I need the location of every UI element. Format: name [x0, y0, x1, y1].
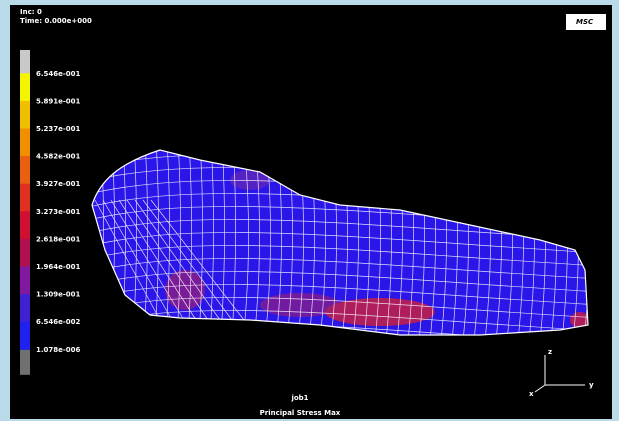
result-name: Principal Stress Max — [260, 409, 341, 417]
increment: Inc: 0 — [20, 8, 42, 16]
mesh-line — [126, 199, 209, 321]
legend-end — [20, 349, 30, 375]
legend-label: 6.546e-002 — [36, 318, 81, 326]
legend-label: 1.078e-006 — [36, 346, 81, 354]
mesh-line — [142, 199, 233, 321]
stress-patch — [165, 270, 205, 310]
stress-patch — [230, 170, 270, 190]
mesh-line — [110, 199, 185, 321]
legend-label: 6.546e-001 — [36, 70, 81, 78]
legend-label: 1.309e-001 — [36, 291, 81, 299]
legend: 6.546e-001 5.891e-001 5.237e-001 4.582e-001… — [20, 50, 81, 375]
legend-label: 3.927e-001 — [36, 180, 81, 188]
legend-band — [20, 321, 30, 350]
mesh-line — [92, 271, 588, 293]
time: Time: 0.000e+000 — [20, 17, 92, 25]
mesh-line — [92, 245, 588, 267]
legend-label: 5.891e-001 — [36, 97, 81, 105]
mesh-line — [134, 199, 221, 321]
legend-band — [20, 294, 30, 323]
legend-band — [20, 183, 30, 212]
legend-band — [20, 73, 30, 102]
logo[interactable]: MSC — [576, 18, 594, 26]
mesh-line — [94, 199, 161, 321]
stress-patch — [325, 298, 435, 326]
legend-label: 2.618e-001 — [36, 235, 81, 243]
mesh-line — [102, 199, 173, 321]
mesh-line — [92, 232, 588, 254]
triad — [534, 355, 585, 393]
triad-z: z — [548, 348, 552, 356]
mesh-line — [92, 284, 588, 306]
logo-box[interactable] — [566, 14, 606, 30]
triad-y: y — [589, 381, 594, 389]
legend-band — [20, 156, 30, 185]
legend-band — [20, 238, 30, 267]
legend-label: 1.964e-001 — [36, 263, 81, 271]
mesh-line — [92, 258, 588, 280]
legend-band — [20, 100, 30, 129]
legend-end — [20, 50, 30, 74]
mesh-line — [118, 199, 197, 321]
legend-label: 3.273e-001 — [36, 208, 81, 216]
legend-label: 4.582e-001 — [36, 153, 81, 161]
mesh-line — [92, 219, 588, 241]
triad-x: x — [529, 390, 534, 398]
legend-label: 5.237e-001 — [36, 125, 81, 133]
mesh-line — [150, 199, 245, 321]
legend-band — [20, 266, 30, 295]
legend-band — [20, 128, 30, 157]
legend-band — [20, 211, 30, 240]
job-name: job1 — [290, 394, 308, 402]
